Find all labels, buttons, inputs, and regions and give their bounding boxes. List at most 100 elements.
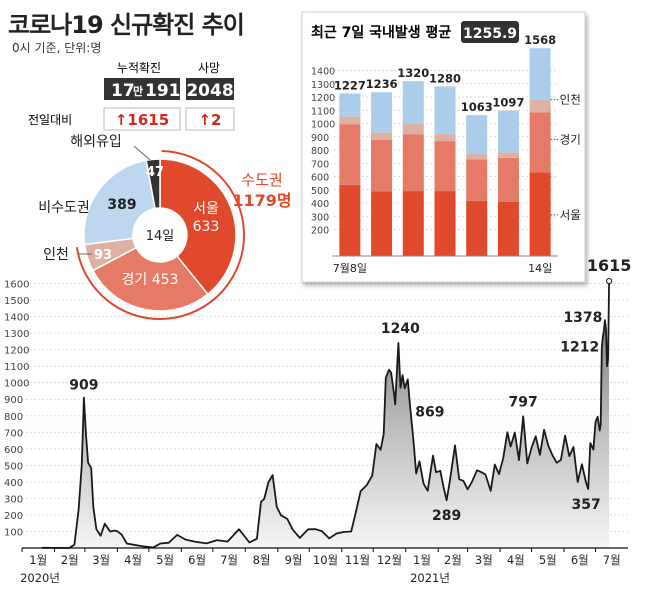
bar-segment [466,153,488,160]
bar-total-label: 1227 [334,78,366,92]
main-y-tick-label: 100 [4,527,23,538]
weekly-average-box [461,21,519,43]
main-area-fill [41,281,610,548]
main-x-tick-label: 7월 [603,553,621,567]
bar-total-label: 1063 [461,100,493,114]
prev-day-label: 전일대비 [28,113,72,127]
cumulative-value-unit: 만 [133,84,143,98]
main-x-tick-label: 4월 [507,553,525,567]
bar-y-tick-label: 900 [311,133,329,144]
weekly-chart-title: 최근 7일 국내발생 평균 [311,24,451,41]
bar-segment [434,191,456,256]
bar-segment [497,201,519,256]
main-y-tick-label: 800 [4,412,23,423]
pie-label-overseas-value: 47 [146,165,164,180]
main-y-tick-label: 1000 [4,379,29,390]
bar-segment [402,81,424,124]
year-label-2021: 2021년 [410,571,450,585]
cumulative-value-b: 1911 [145,81,192,101]
bar-segment [371,191,393,256]
bar-y-tick-label: 1300 [311,80,335,91]
bar-segment [339,116,361,125]
metro-value: 1179명 [232,191,291,210]
stats-block: 누적확진 사망 17 만 1911 2048 전일대비 ↑1615 ↑2 [28,61,235,131]
page-title: 코로나19 신규확진 추이 [8,11,245,39]
main-x-tick-label: 11월 [345,553,370,567]
main-x-tick-label: 12월 [377,553,402,567]
main-x-tick-label: 4월 [124,553,142,567]
main-x-tick-label: 3월 [92,553,110,567]
main-x-tick-label: 1월 [29,553,47,567]
bar-segment [339,93,361,117]
bar-total-label: 1097 [492,96,524,110]
prev-cases-value: ↑1615 [115,111,169,129]
prev-deaths-box [185,107,235,131]
main-data-label: 1212 [560,340,599,356]
death-label: 사망 [198,61,220,75]
pie-label-seoul-value: 633 [193,219,220,235]
main-x-tick-label: 8월 [253,553,271,567]
main-data-label: 1378 [563,310,602,326]
main-x-tick-label: 1월 [413,553,431,567]
main-data-label: 1615 [587,256,632,275]
bar-legend-label: 경기 [560,132,581,146]
main-data-label: 289 [432,508,461,524]
bar-y-tick-label: 800 [311,146,329,157]
prev-cases-box [103,107,181,131]
pie-label-incheon-value: 93 [94,248,112,263]
bar-category-label: 14일 [528,261,552,275]
bar-segment [371,92,393,133]
bar-segment [371,139,393,192]
pie-outer-label-incheon: 인천 [43,247,69,263]
year-label-2020: 2020년 [20,571,60,585]
pie-center-label: 14일 [146,229,175,244]
main-x-tick-label: 6월 [571,553,589,567]
metro-label: 수도권 [241,171,282,189]
death-value: 2048 [186,81,233,101]
main-x-tick-label: 6월 [188,553,206,567]
main-x-tick-label: 9월 [285,553,303,567]
pie-slice [83,159,156,246]
main-y-tick-label: 400 [4,478,23,489]
pie-leader-line [133,145,151,161]
prev-deaths-value: ↑2 [198,111,221,129]
main-data-label: 909 [69,378,98,394]
cumulative-label: 누적확진 [117,61,161,75]
bar-y-tick-label: 1000 [311,120,335,131]
pie-outer-label-nonmetro: 비수도권 [38,200,90,216]
main-data-label: 869 [415,404,444,420]
pie-outer-label-overseas: 해외유입 [70,134,122,150]
main-data-label: 797 [509,394,538,410]
main-y-tick-label: 900 [4,395,23,406]
bar-total-label: 1236 [366,77,398,91]
main-x-tick-label: 3월 [475,553,493,567]
bar-segment [339,124,361,185]
bar-total-label: 1568 [524,33,556,47]
bar-segment [402,191,424,256]
bar-segment [402,123,424,135]
bar-segment [402,134,424,192]
bar-segment [434,141,456,192]
pie-label-seoul: 서울 [193,201,219,217]
pie-slice [91,246,209,312]
cumulative-box [104,78,180,100]
main-x-tick-label: 2월 [444,553,462,567]
bar-segment [339,184,361,256]
main-x-tick-label: 7월 [220,553,238,567]
bar-legend-label: 서울 [560,208,581,222]
bar-y-tick-label: 200 [311,226,329,237]
bar-segment [434,86,456,135]
bar-y-tick-label: 600 [311,173,329,184]
main-latest-point [606,277,613,285]
bar-segment [529,172,551,256]
pie-label-gyeonggi: 경기 453 [122,272,179,288]
bar-y-tick-label: 1200 [311,93,335,104]
bar-segment [434,134,456,142]
bar-segment [529,112,551,173]
bar-y-tick-label: 1100 [311,106,335,117]
main-y-tick-label: 300 [4,494,23,505]
bar-y-tick-label: 1400 [311,67,335,78]
